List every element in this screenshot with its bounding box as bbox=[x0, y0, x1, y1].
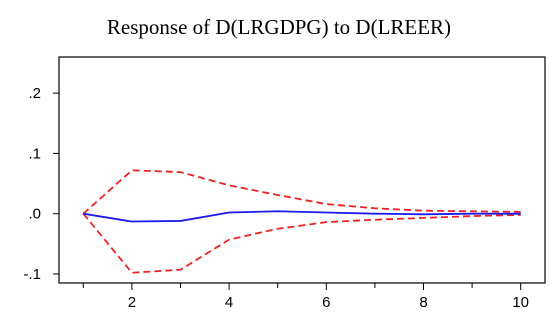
response-line bbox=[83, 210, 521, 223]
chart-title: Response of D(LRGDPG) to D(LREER) bbox=[107, 15, 451, 39]
series-layer bbox=[82, 169, 521, 274]
y-tick-label: .0 bbox=[28, 206, 41, 223]
x-tick-label: 8 bbox=[419, 294, 427, 311]
x-axis: 2 4 6 8 10 bbox=[82, 283, 529, 311]
upper-confidence-band bbox=[82, 169, 521, 215]
x-tick-label: 6 bbox=[322, 294, 330, 311]
y-axis: -.1 .0 .1 .2 bbox=[23, 85, 59, 283]
x-tick-label: 2 bbox=[128, 294, 136, 311]
x-tick-label: 4 bbox=[225, 294, 233, 311]
plot-area bbox=[58, 56, 546, 284]
y-tick-label: .2 bbox=[28, 85, 41, 102]
x-tick-label: 10 bbox=[512, 294, 529, 311]
lower-confidence-band bbox=[82, 213, 521, 274]
y-tick-label: -.1 bbox=[23, 266, 41, 283]
y-tick-label: .1 bbox=[28, 145, 41, 162]
